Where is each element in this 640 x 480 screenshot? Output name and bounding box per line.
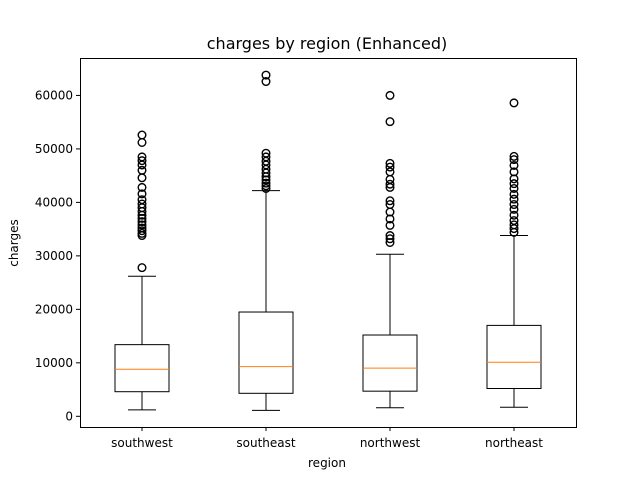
x-tick-label: southeast [236, 436, 295, 450]
outlier-point [261, 77, 271, 87]
outlier-point [509, 200, 519, 210]
outlier-point [385, 231, 395, 241]
x-tick-label: northwest [360, 436, 421, 450]
outlier-point [137, 189, 147, 199]
outlier-point [509, 216, 519, 226]
outlier-point [137, 130, 147, 140]
outlier-point [385, 162, 395, 172]
outlier-point [137, 228, 147, 238]
x-axis-label: region [308, 456, 346, 470]
outlier-point [509, 160, 519, 170]
outlier-point [385, 234, 395, 244]
y-tick-label: 0 [65, 409, 73, 423]
outlier-point [509, 204, 519, 214]
outlier-point [137, 152, 147, 162]
outlier-point [261, 181, 271, 191]
outlier-point [509, 179, 519, 189]
outlier-point [509, 183, 519, 193]
outlier-point [385, 90, 395, 100]
outlier-point [385, 220, 395, 230]
outlier-point [509, 194, 519, 204]
outlier-point [137, 226, 147, 236]
outlier-point [137, 220, 147, 230]
y-axis-label: charges [7, 219, 21, 267]
iqr-box [238, 311, 294, 394]
outlier-point [385, 196, 395, 206]
chart-marks: 0 10000 20000 30000 40000 50000 60000 southwest… [35, 70, 543, 450]
outlier-point [137, 156, 147, 166]
outlier-point [261, 178, 271, 188]
outlier-point [137, 182, 147, 192]
y-tick-label: 50000 [35, 142, 73, 156]
iqr-box [114, 344, 170, 393]
y-tick-label: 30000 [35, 249, 73, 263]
plot-frame [80, 58, 577, 428]
outlier-point [137, 199, 147, 209]
outlier-point [261, 70, 271, 80]
outlier-point [385, 167, 395, 177]
y-tick-label: 40000 [35, 195, 73, 209]
outlier-point [137, 195, 147, 205]
iqr-box [362, 334, 418, 392]
outlier-point [137, 223, 147, 233]
outlier-point [509, 98, 519, 108]
y-tick-label: 60000 [35, 88, 73, 102]
outlier-point [137, 263, 147, 273]
outlier-point [261, 148, 271, 158]
y-tick-label: 10000 [35, 356, 73, 370]
outlier-point [385, 179, 395, 189]
outlier-point [385, 200, 395, 210]
outlier-point [385, 158, 395, 168]
chart-title: charges by region (Enhanced) [207, 34, 447, 53]
iqr-box [486, 324, 542, 389]
outlier-point [509, 220, 519, 230]
outlier-point [385, 117, 395, 127]
x-tick-label: northeast [485, 436, 543, 450]
x-tick-label: southwest [111, 436, 173, 450]
outlier-point [509, 210, 519, 220]
outlier-point [509, 151, 519, 161]
outlier-point [261, 152, 271, 162]
outlier-point [261, 183, 271, 193]
outlier-point [509, 189, 519, 199]
outlier-point [137, 165, 147, 175]
outlier-point [509, 167, 519, 177]
outlier-point [137, 217, 147, 227]
outlier-point [509, 155, 519, 165]
y-tick-label: 20000 [35, 302, 73, 316]
